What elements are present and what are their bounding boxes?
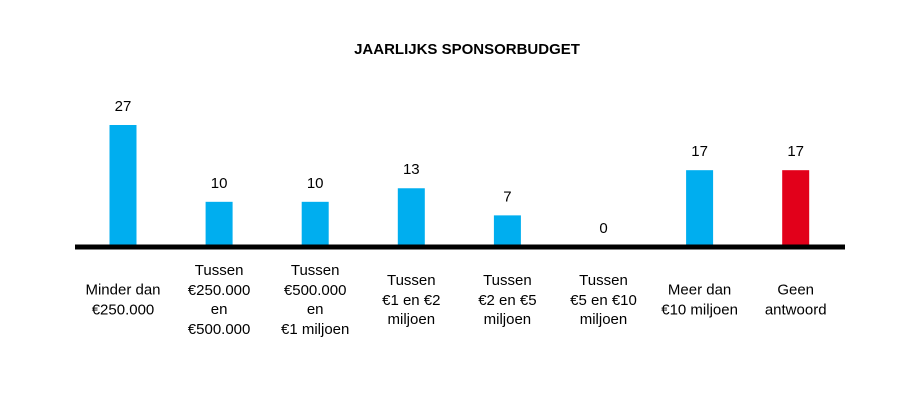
- value-label: 10: [211, 175, 228, 192]
- value-label: 17: [691, 143, 708, 160]
- bar: [397, 188, 425, 247]
- value-label: 17: [787, 143, 804, 160]
- value-label: 13: [403, 161, 420, 178]
- bar: [493, 215, 521, 247]
- bar: [205, 201, 233, 247]
- bar: [301, 201, 329, 247]
- category-label: Tussen €500.000 en €1 miljoen: [281, 262, 350, 338]
- bar: [686, 170, 714, 247]
- chart-title: JAARLIJKS SPONSORBUDGET: [354, 41, 580, 58]
- category-label: Meer dan €10 miljoen: [661, 281, 738, 319]
- category-label: Tussen €5 en €10 miljoen: [570, 271, 637, 328]
- value-label: 10: [307, 175, 324, 192]
- category-label: Minder dan €250.000: [85, 281, 161, 319]
- value-label: 7: [503, 188, 511, 205]
- value-label: 0: [599, 220, 607, 237]
- value-label: 27: [115, 98, 132, 115]
- category-label: Tussen €2 en €5 miljoen: [478, 271, 537, 328]
- category-label: Tussen €1 en €2 miljoen: [382, 271, 441, 328]
- bar: [109, 125, 137, 247]
- bar: [782, 170, 810, 247]
- category-label: Geen antwoord: [764, 281, 827, 319]
- category-label: Tussen €250.000 en €500.000: [187, 262, 251, 338]
